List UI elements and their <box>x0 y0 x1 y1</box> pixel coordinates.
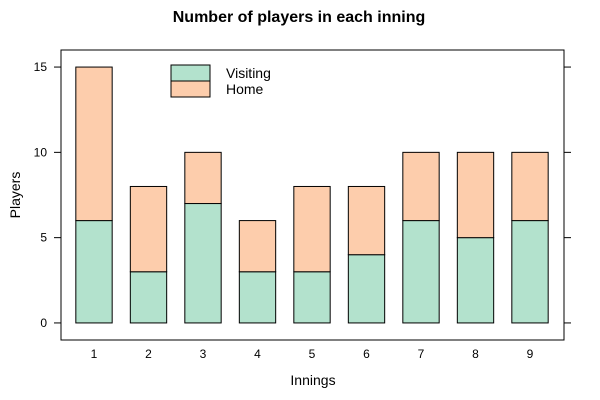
bar-visiting <box>402 220 440 324</box>
chart-title: Number of players in each inning <box>173 9 426 26</box>
bar-home <box>75 66 113 222</box>
legend-swatch-home <box>170 80 211 98</box>
bar-home <box>293 185 331 273</box>
x-tick-label: 1 <box>91 347 98 361</box>
x-axis: 1 2 3 4 5 6 7 8 9 <box>91 347 534 361</box>
x-axis-label: Innings <box>290 372 335 388</box>
x-tick-label: 9 <box>527 347 534 361</box>
bar-home <box>184 151 222 205</box>
x-tick-label: 3 <box>200 347 207 361</box>
bars-group <box>75 66 549 324</box>
y-tick-label: 5 <box>40 231 47 245</box>
bar-visiting <box>184 203 222 324</box>
bar-home <box>511 151 549 222</box>
y-tick-label: 10 <box>34 145 48 159</box>
bar-visiting <box>293 271 331 324</box>
bar-visiting <box>511 220 549 324</box>
legend-label-home: Home <box>226 81 264 97</box>
bar-home <box>129 185 168 273</box>
bar-visiting <box>75 220 113 324</box>
y-tick-label: 0 <box>40 316 47 330</box>
bar-home <box>456 151 495 239</box>
bar-home <box>402 151 440 222</box>
x-tick-label: 2 <box>145 347 152 361</box>
bar-visiting <box>129 271 168 324</box>
bar-home <box>347 185 386 256</box>
x-tick-label: 6 <box>363 347 370 361</box>
y-axis: 0 5 10 15 <box>34 60 571 330</box>
x-tick-label: 5 <box>309 347 316 361</box>
y-tick-label: 15 <box>34 60 48 74</box>
bar-home <box>238 220 277 273</box>
plot-frame <box>60 49 565 341</box>
legend-swatch-visiting <box>170 64 211 82</box>
x-tick-label: 8 <box>472 347 479 361</box>
bar-visiting <box>238 271 277 324</box>
x-tick-label: 7 <box>418 347 425 361</box>
legend-label-visiting: Visiting <box>226 65 271 81</box>
y-axis-label: Players <box>7 172 23 219</box>
x-tick-label: 4 <box>254 347 261 361</box>
bar-visiting <box>347 254 386 324</box>
bar-visiting <box>456 237 495 324</box>
